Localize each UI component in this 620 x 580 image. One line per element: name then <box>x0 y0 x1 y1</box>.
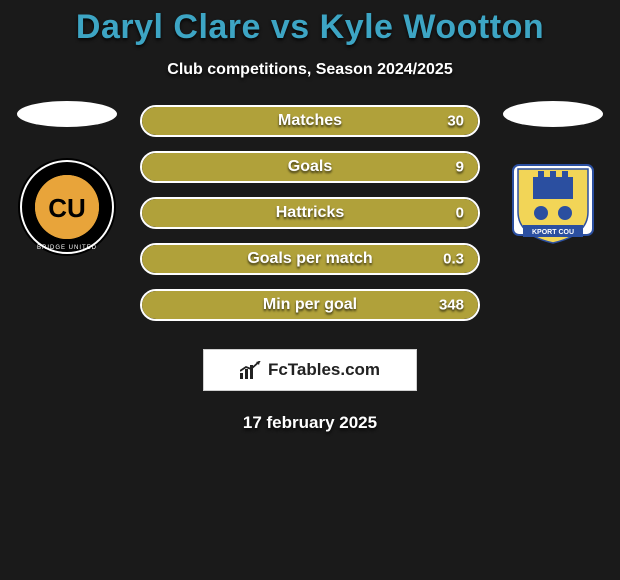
subtitle: Club competitions, Season 2024/2025 <box>0 61 620 79</box>
stat-label: Hattricks <box>276 204 344 222</box>
stat-bar: Hattricks 0 <box>140 197 480 229</box>
stockport-badge-icon: KPORT COU <box>503 157 603 257</box>
stats-list: Matches 30 Goals 9 Hattricks 0 Goals per match… <box>140 105 480 321</box>
stat-label: Goals per match <box>247 250 372 268</box>
brand-text: FcTables.com <box>268 360 380 380</box>
right-player-avatar <box>503 101 603 127</box>
svg-text:CU: CU <box>48 193 86 223</box>
stat-value-right: 9 <box>456 159 464 176</box>
page-title: Daryl Clare vs Kyle Wootton <box>0 8 620 47</box>
left-player-column: CU BRIDGE UNITED <box>12 101 122 257</box>
stat-value-right: 348 <box>439 297 464 314</box>
chart-icon <box>240 361 262 379</box>
cambridge-badge-icon: CU BRIDGE UNITED <box>17 157 117 257</box>
comparison-card: Daryl Clare vs Kyle Wootton Club competi… <box>0 0 620 433</box>
stat-label: Goals <box>288 158 332 176</box>
stat-label: Matches <box>278 112 342 130</box>
right-player-column: KPORT COU <box>498 101 608 257</box>
date-label: 17 february 2025 <box>0 413 620 433</box>
stat-label: Min per goal <box>263 296 357 314</box>
svg-text:KPORT COU: KPORT COU <box>532 229 574 236</box>
stat-bar: Goals per match 0.3 <box>140 243 480 275</box>
stat-value-right: 0 <box>456 205 464 222</box>
main-row: CU BRIDGE UNITED Matches 30 Goals 9 Hattrick… <box>0 101 620 321</box>
brand-box[interactable]: FcTables.com <box>203 349 417 391</box>
stat-bar: Min per goal 348 <box>140 289 480 321</box>
stat-value-right: 0.3 <box>443 251 464 268</box>
stat-value-right: 30 <box>447 113 464 130</box>
right-club-badge: KPORT COU <box>503 157 603 257</box>
left-player-avatar <box>17 101 117 127</box>
stat-bar: Goals 9 <box>140 151 480 183</box>
svg-text:BRIDGE UNITED: BRIDGE UNITED <box>37 245 97 251</box>
stat-bar: Matches 30 <box>140 105 480 137</box>
left-club-badge: CU BRIDGE UNITED <box>17 157 117 257</box>
